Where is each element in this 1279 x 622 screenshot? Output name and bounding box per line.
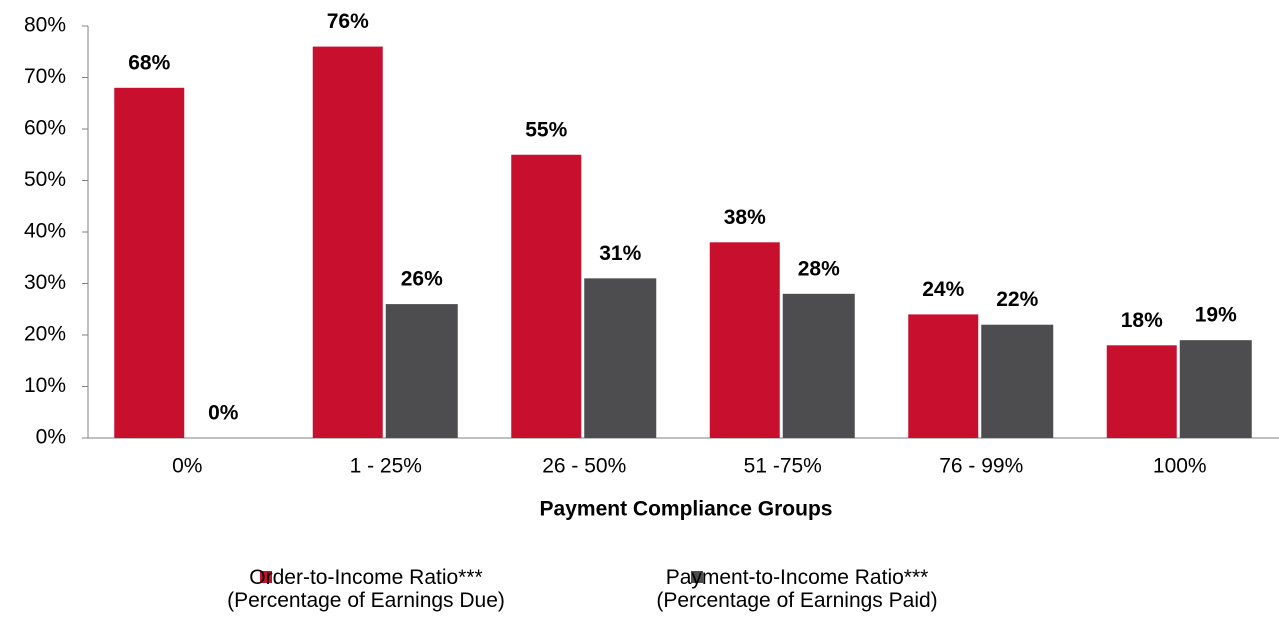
legend-label: Order-to-Income Ratio*** (Percentage of E… <box>227 566 505 612</box>
legend-label: Payment-to-Income Ratio*** (Percentage of… <box>656 566 937 612</box>
value-label: 76% <box>327 10 369 33</box>
y-tick-label: 40% <box>24 220 66 243</box>
y-tick-label: 20% <box>24 323 66 346</box>
x-tick-label: 76 - 99% <box>939 455 1023 478</box>
value-label: 22% <box>996 288 1038 311</box>
y-tick-label: 0% <box>36 426 66 449</box>
y-tick-label: 30% <box>24 271 66 294</box>
bar <box>114 87 185 439</box>
bar <box>908 314 979 438</box>
value-label: 38% <box>724 206 766 229</box>
bar <box>709 242 780 438</box>
legend-swatch <box>691 571 703 583</box>
value-label: 68% <box>128 51 170 74</box>
bar <box>981 324 1054 438</box>
value-label: 28% <box>798 257 840 280</box>
bar <box>584 278 657 438</box>
value-label: 24% <box>922 278 964 301</box>
value-label: 19% <box>1195 304 1237 327</box>
value-label: 18% <box>1121 309 1163 332</box>
y-tick-label: 10% <box>24 374 66 397</box>
bar <box>782 293 855 438</box>
x-tick-label: 51 -75% <box>744 455 822 478</box>
value-label: 26% <box>401 268 443 291</box>
x-tick-label: 100% <box>1153 455 1207 478</box>
x-tick-label: 0% <box>172 455 202 478</box>
y-tick-label: 80% <box>24 14 66 37</box>
value-label: 0% <box>208 402 239 425</box>
bar <box>312 46 383 438</box>
y-tick-label: 60% <box>24 117 66 140</box>
y-tick-label: 70% <box>24 65 66 88</box>
bar <box>1106 345 1177 438</box>
value-label: 31% <box>599 242 641 265</box>
x-tick-label: 26 - 50% <box>542 455 626 478</box>
bar <box>511 154 582 438</box>
x-axis-title: Payment Compliance Groups <box>540 498 833 521</box>
bar <box>385 304 458 438</box>
value-label: 55% <box>525 118 567 141</box>
y-tick-label: 50% <box>24 168 66 191</box>
legend-swatch <box>260 571 272 583</box>
bar <box>1179 340 1252 438</box>
x-tick-label: 1 - 25% <box>350 455 422 478</box>
